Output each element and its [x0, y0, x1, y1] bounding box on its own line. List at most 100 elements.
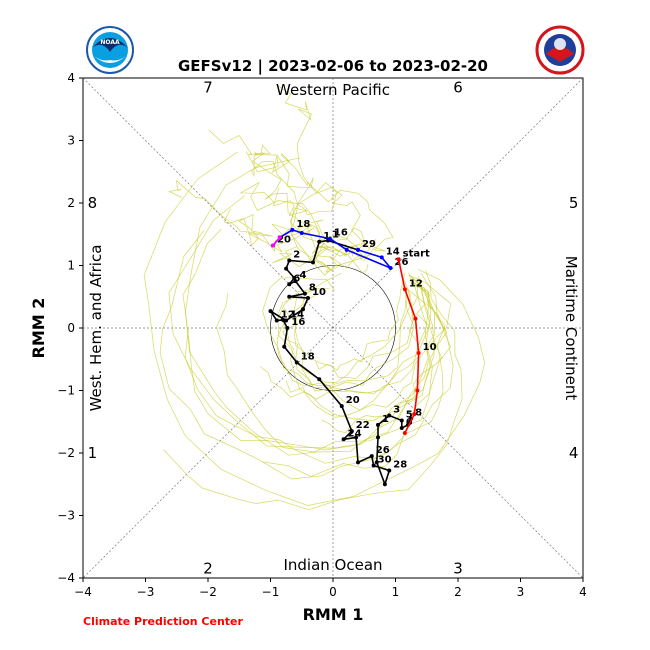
ensemble-member-line: [315, 272, 406, 371]
x-tick-label: −2: [199, 585, 217, 599]
point-label: 18: [296, 219, 310, 230]
x-tick-label: 0: [329, 585, 337, 599]
series-point: [356, 247, 360, 252]
series-point: [376, 435, 380, 440]
series-point: [311, 260, 315, 265]
ensemble-member-line: [277, 275, 428, 394]
series-point: [287, 258, 292, 263]
series-point: [274, 318, 279, 323]
y-tick-label: −1: [57, 384, 75, 398]
point-label: 29: [362, 239, 376, 250]
x-axis-label: RMM 1: [303, 605, 364, 624]
series-point: [344, 247, 349, 252]
series-point: [402, 287, 407, 292]
ensemble-member-line: [262, 277, 408, 386]
point-label: 18: [301, 351, 315, 362]
point-label: 14: [290, 310, 304, 321]
series-point: [317, 377, 322, 382]
x-tick-label: 4: [579, 585, 587, 599]
point-label: 26: [395, 257, 409, 268]
point-label: 2: [293, 250, 300, 261]
point-label: 4: [300, 270, 307, 281]
x-tick-label: 3: [517, 585, 525, 599]
series-point: [415, 388, 420, 393]
series-point: [402, 431, 407, 435]
x-tick-label: −3: [137, 585, 155, 599]
point-label: 1: [323, 231, 330, 242]
point-label: 8: [309, 283, 316, 294]
series-point: [317, 239, 322, 244]
series-point: [388, 266, 393, 270]
series-point: [301, 307, 305, 312]
series-point: [374, 460, 379, 465]
phase-number: 4: [569, 444, 579, 462]
point-label: 3: [393, 405, 400, 416]
ensemble-member-line: [159, 230, 454, 480]
series-point: [349, 429, 354, 434]
y-tick-label: 4: [67, 71, 75, 85]
ensemble-member-line: [245, 151, 394, 262]
ensemble-member-line: [143, 151, 486, 506]
x-tick-label: 1: [392, 585, 400, 599]
series-point: [341, 437, 346, 442]
phase-number: 8: [88, 194, 98, 212]
series-point: [294, 360, 299, 365]
point-label: 26: [376, 445, 390, 456]
ensemble-member-line: [277, 287, 415, 392]
point-label: 14: [386, 246, 400, 257]
series-point: [382, 482, 387, 487]
y-tick-label: −4: [57, 571, 75, 585]
phase-number: 3: [453, 560, 463, 578]
point-label: 6: [293, 273, 300, 284]
series-point: [387, 413, 392, 418]
series-point: [339, 404, 344, 409]
y-tick-label: 3: [67, 134, 75, 148]
series-point: [376, 422, 380, 427]
series-point: [282, 344, 287, 349]
region-label-left: West. Hem. and Africa: [87, 245, 105, 412]
series-point: [356, 460, 360, 465]
region-label-top: Western Pacific: [276, 81, 390, 99]
series-point: [281, 317, 285, 322]
region-label-right: Maritime Continent: [562, 256, 580, 401]
point-label: 10: [312, 287, 326, 298]
point-label: 8: [415, 408, 422, 419]
phase-dividers: [82, 77, 584, 579]
point-label: 16: [291, 317, 305, 328]
series-point: [271, 243, 275, 248]
series-point: [369, 454, 374, 459]
noaa-logo: NOAA: [86, 26, 134, 74]
ensemble-member-line: [163, 270, 463, 511]
point-label: 5: [406, 410, 413, 421]
ensemble-member-line: [272, 227, 366, 272]
chart-title: GEFSv12 | 2023-02-06 to 2023-02-20: [178, 57, 488, 76]
series-point: [327, 236, 332, 241]
point-label: 28: [393, 460, 407, 471]
series-point: [306, 296, 310, 300]
x-tick-label: −1: [262, 585, 280, 599]
point-label: 10: [423, 342, 437, 353]
y-axis-ticks: −4 −3 −2 −1 0 1 2 3 4: [57, 71, 83, 585]
ensemble-member-line: [168, 179, 349, 253]
point-label: 1: [332, 230, 339, 241]
nws-logo: [535, 25, 585, 75]
series-point: [268, 309, 273, 314]
series-point: [284, 266, 289, 271]
y-tick-label: 2: [67, 196, 75, 210]
series-point: [290, 227, 295, 232]
point-label: 20: [346, 395, 360, 406]
point-label: start: [403, 248, 430, 259]
series-point: [387, 468, 392, 473]
series-point: [299, 231, 304, 235]
series-point: [379, 255, 384, 260]
x-tick-label: −4: [74, 585, 92, 599]
y-tick-label: 0: [67, 321, 75, 335]
series-point: [413, 316, 418, 321]
point-label: 20: [277, 235, 291, 246]
series-point: [287, 282, 292, 287]
series-point: [412, 412, 417, 417]
ensemble-member-line: [208, 129, 341, 258]
ensemble-member-line: [285, 274, 452, 418]
